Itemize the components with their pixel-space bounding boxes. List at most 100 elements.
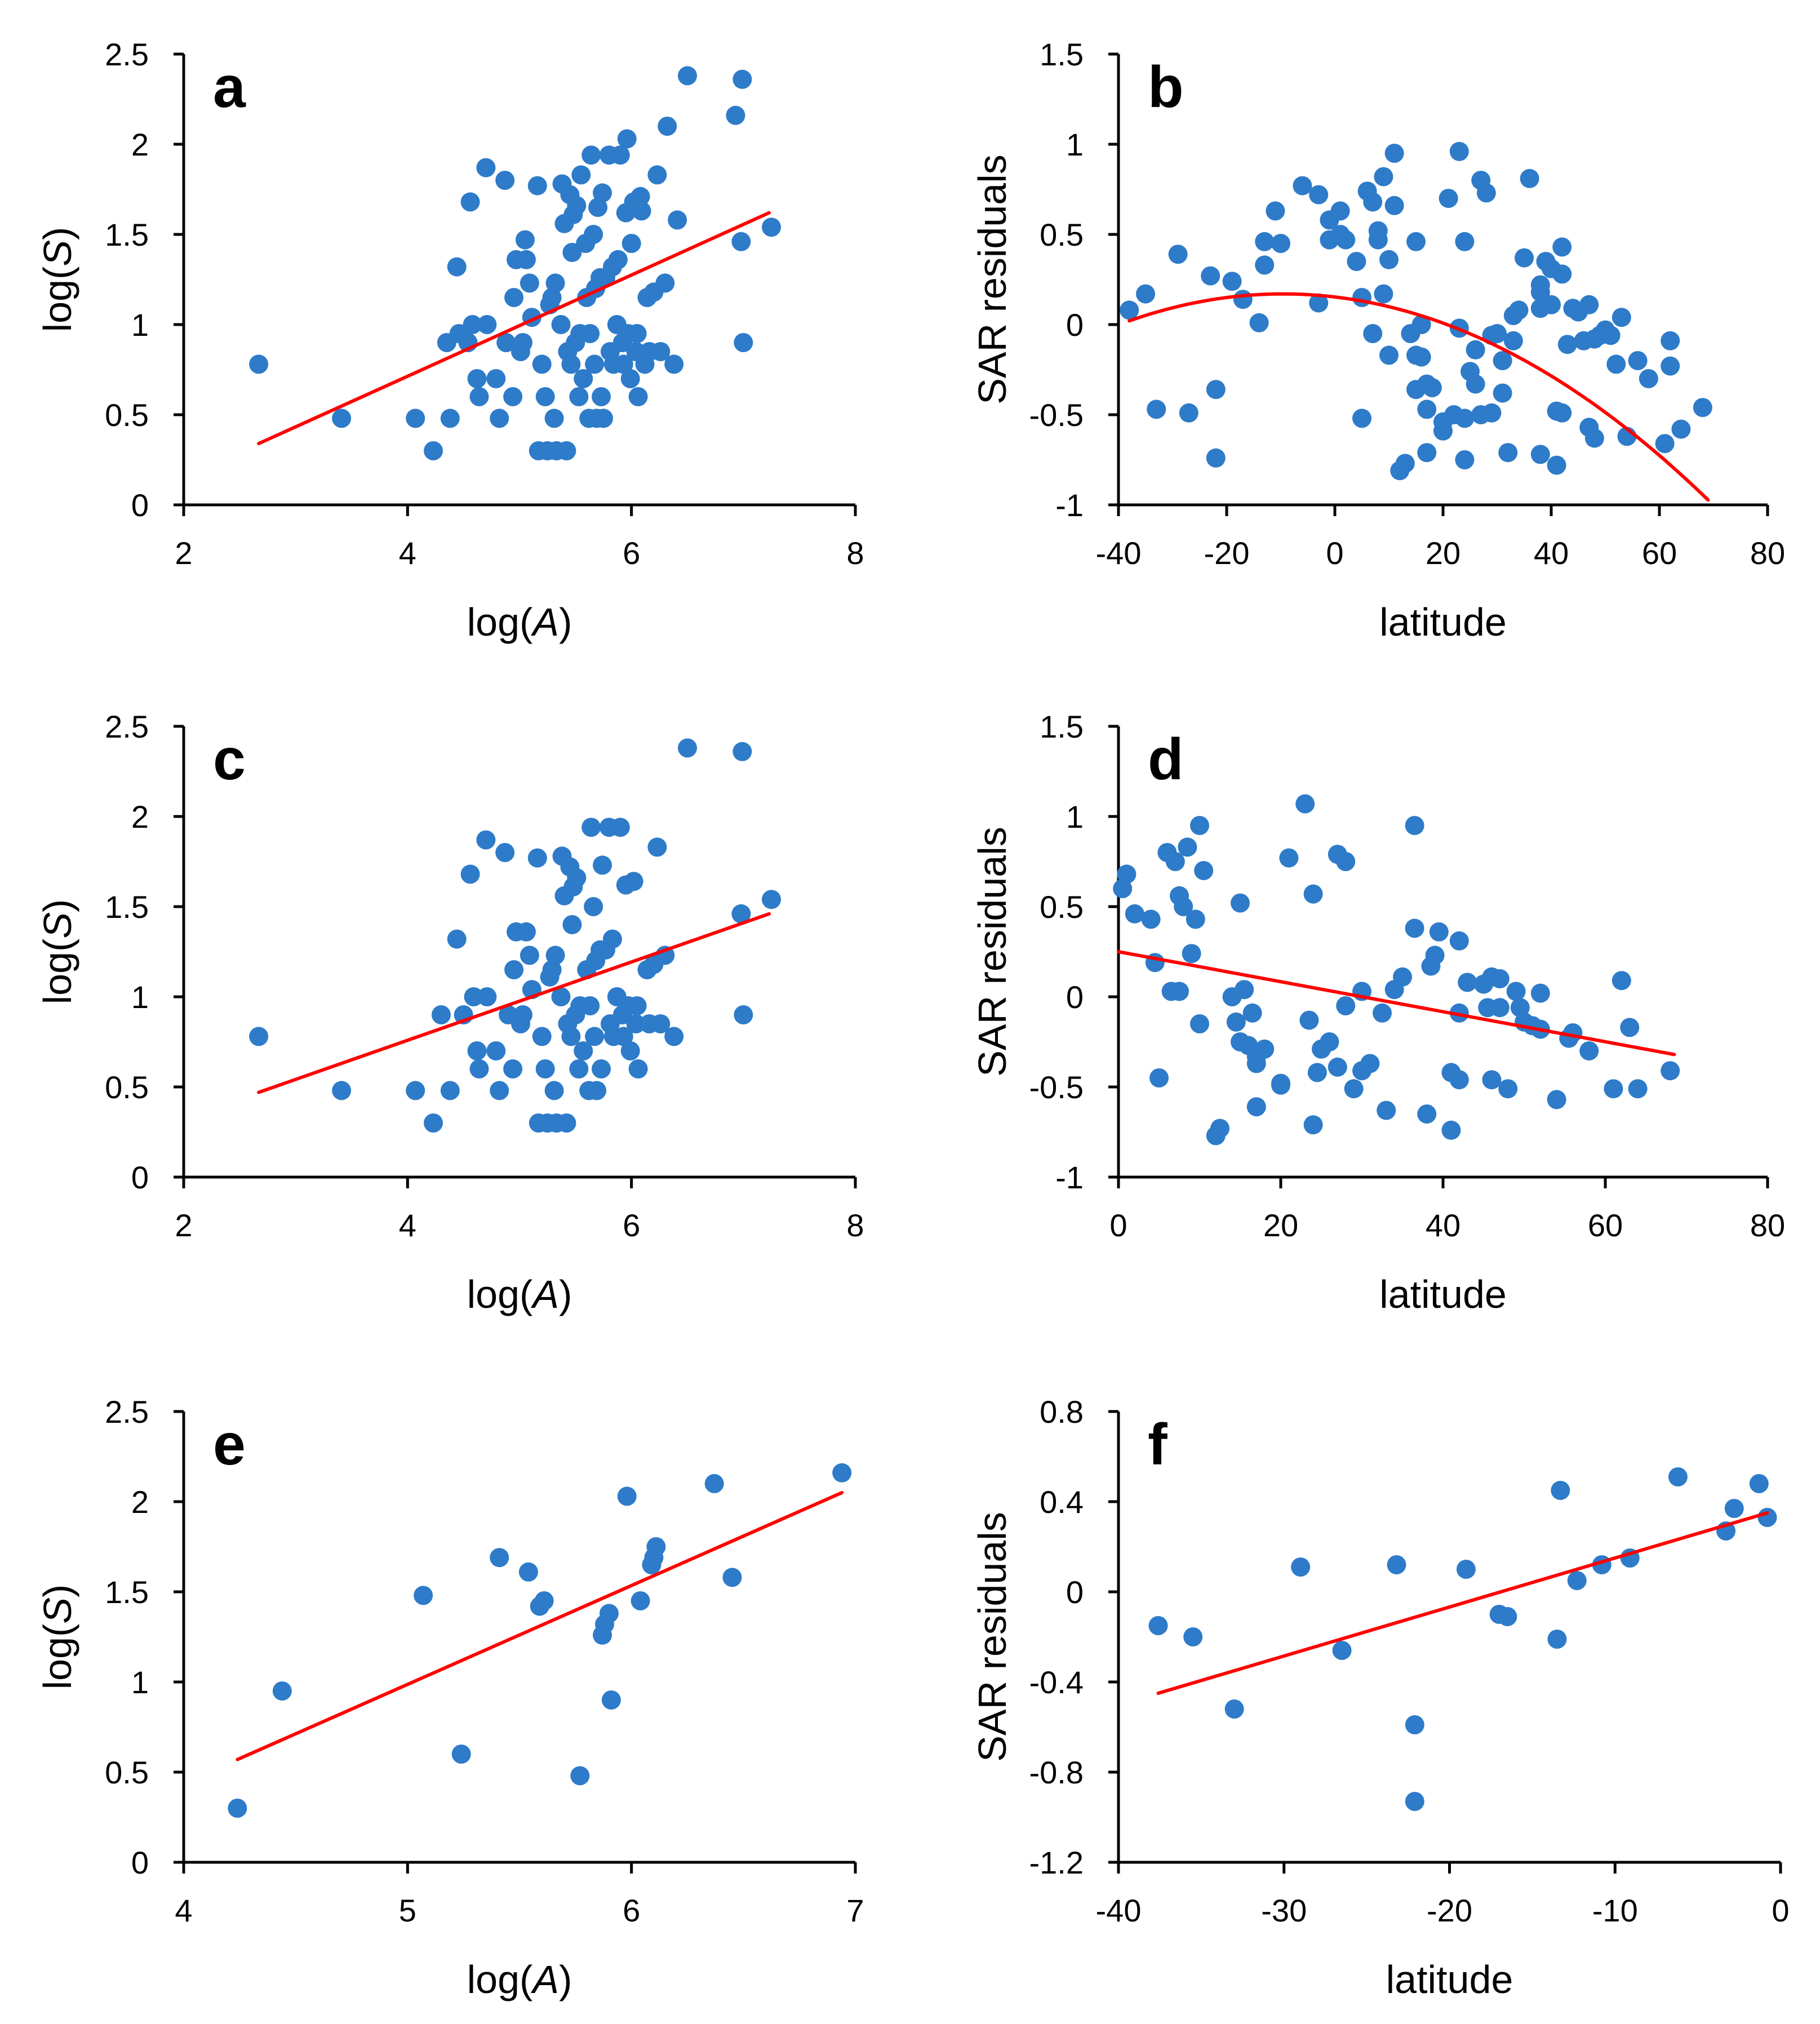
y-tick-label: 2.5 bbox=[105, 709, 149, 744]
data-point bbox=[1405, 1792, 1424, 1811]
data-point bbox=[1336, 852, 1356, 871]
y-tick-label: 1.5 bbox=[1040, 37, 1084, 72]
data-point bbox=[1455, 450, 1475, 469]
data-point bbox=[1661, 356, 1680, 376]
panel-label: c bbox=[213, 727, 246, 792]
data-point bbox=[1455, 409, 1475, 428]
data-point bbox=[594, 409, 613, 428]
data-point bbox=[602, 929, 622, 949]
data-point bbox=[532, 1027, 552, 1046]
data-point bbox=[1373, 1003, 1392, 1023]
panel-e: 4 5 6 7 0 0.5 1 1.5 2 2.5 log(A) log(S) e bbox=[35, 1394, 864, 2001]
data-point bbox=[1601, 326, 1621, 345]
data-point bbox=[518, 1562, 538, 1582]
y-tick-label: 0.5 bbox=[105, 1069, 149, 1105]
data-point bbox=[1661, 1061, 1680, 1081]
data-point bbox=[668, 210, 687, 230]
data-point bbox=[513, 333, 532, 352]
data-point bbox=[601, 1690, 621, 1710]
data-point bbox=[1422, 378, 1442, 397]
data-point bbox=[762, 890, 781, 909]
data-point bbox=[1190, 816, 1209, 835]
y-tick-label: 1 bbox=[131, 1665, 149, 1700]
data-point bbox=[1179, 403, 1198, 423]
data-point bbox=[1235, 980, 1254, 1000]
data-point bbox=[1510, 998, 1530, 1018]
data-point bbox=[620, 1041, 640, 1060]
x-tick-label: 7 bbox=[846, 1893, 864, 1928]
data-point bbox=[581, 818, 601, 837]
x-axis-title: latitude bbox=[1379, 1272, 1507, 1316]
x-tick-label: 8 bbox=[846, 535, 864, 571]
x-tick-label: -40 bbox=[1096, 535, 1142, 571]
data-point bbox=[1170, 982, 1189, 1001]
data-point bbox=[610, 818, 630, 837]
data-point bbox=[1515, 248, 1534, 268]
data-point bbox=[467, 369, 487, 388]
data-point bbox=[460, 864, 480, 884]
data-point bbox=[1242, 1003, 1262, 1023]
y-axis-title: SAR residuals bbox=[970, 827, 1014, 1077]
data-point bbox=[440, 409, 460, 428]
data-point bbox=[1405, 1715, 1424, 1734]
data-point bbox=[678, 66, 697, 86]
data-point bbox=[477, 987, 497, 1006]
data-point bbox=[544, 409, 564, 428]
data-point bbox=[1168, 245, 1188, 264]
data-point bbox=[617, 1486, 637, 1506]
data-point bbox=[1226, 1012, 1246, 1032]
data-point bbox=[1291, 1557, 1311, 1577]
data-point bbox=[1231, 893, 1250, 913]
data-point bbox=[569, 1059, 589, 1078]
y-tick-label: 2 bbox=[131, 127, 149, 162]
data-point bbox=[504, 960, 524, 979]
data-point bbox=[1530, 275, 1550, 295]
data-point bbox=[734, 1005, 753, 1024]
data-point bbox=[592, 1059, 611, 1078]
x-tick-label: 6 bbox=[623, 535, 640, 571]
data-point bbox=[469, 1059, 489, 1078]
data-point bbox=[587, 1081, 607, 1100]
data-point bbox=[1186, 909, 1205, 929]
data-point bbox=[1612, 308, 1631, 327]
y-tick-label: 1 bbox=[131, 307, 149, 343]
data-point bbox=[1136, 284, 1155, 304]
x-tick-label: 6 bbox=[623, 1893, 640, 1928]
data-point bbox=[1183, 1627, 1203, 1646]
data-point bbox=[527, 848, 547, 868]
data-point bbox=[1458, 973, 1477, 992]
data-point bbox=[440, 1081, 460, 1100]
data-point bbox=[1411, 347, 1431, 367]
data-point bbox=[574, 369, 593, 388]
data-point bbox=[734, 333, 753, 352]
data-point bbox=[1628, 1079, 1648, 1099]
data-point bbox=[447, 929, 467, 949]
y-tick-label: 1.5 bbox=[105, 1574, 149, 1610]
data-point bbox=[593, 183, 612, 203]
x-axis-title: latitude bbox=[1386, 1958, 1513, 2001]
data-point bbox=[1542, 295, 1561, 314]
data-point bbox=[1604, 1079, 1623, 1099]
data-point bbox=[1379, 250, 1399, 269]
data-point bbox=[1490, 969, 1510, 988]
data-point bbox=[557, 1113, 576, 1133]
data-point bbox=[490, 409, 509, 428]
y-tick-label: 0 bbox=[131, 1160, 149, 1195]
panel-d: 0 20 40 60 80 -1 -0.5 0 0.5 1 1.5 latitude SAR resid… bbox=[970, 709, 1785, 1316]
data-point bbox=[1387, 1555, 1406, 1574]
data-point bbox=[588, 198, 608, 217]
y-tick-label: 2.5 bbox=[105, 1394, 149, 1430]
data-point bbox=[1120, 300, 1139, 320]
data-point bbox=[1347, 252, 1366, 271]
y-tick-label: 2 bbox=[131, 1484, 149, 1520]
data-point bbox=[544, 1081, 564, 1100]
data-point bbox=[495, 843, 515, 862]
data-point bbox=[647, 837, 667, 857]
data-point bbox=[486, 369, 506, 388]
data-point bbox=[535, 387, 555, 406]
data-point bbox=[1246, 1097, 1266, 1117]
y-axis-title: log(S) bbox=[35, 1584, 79, 1690]
data-point bbox=[1579, 1041, 1599, 1060]
data-point bbox=[486, 1041, 506, 1060]
data-point bbox=[469, 387, 489, 406]
